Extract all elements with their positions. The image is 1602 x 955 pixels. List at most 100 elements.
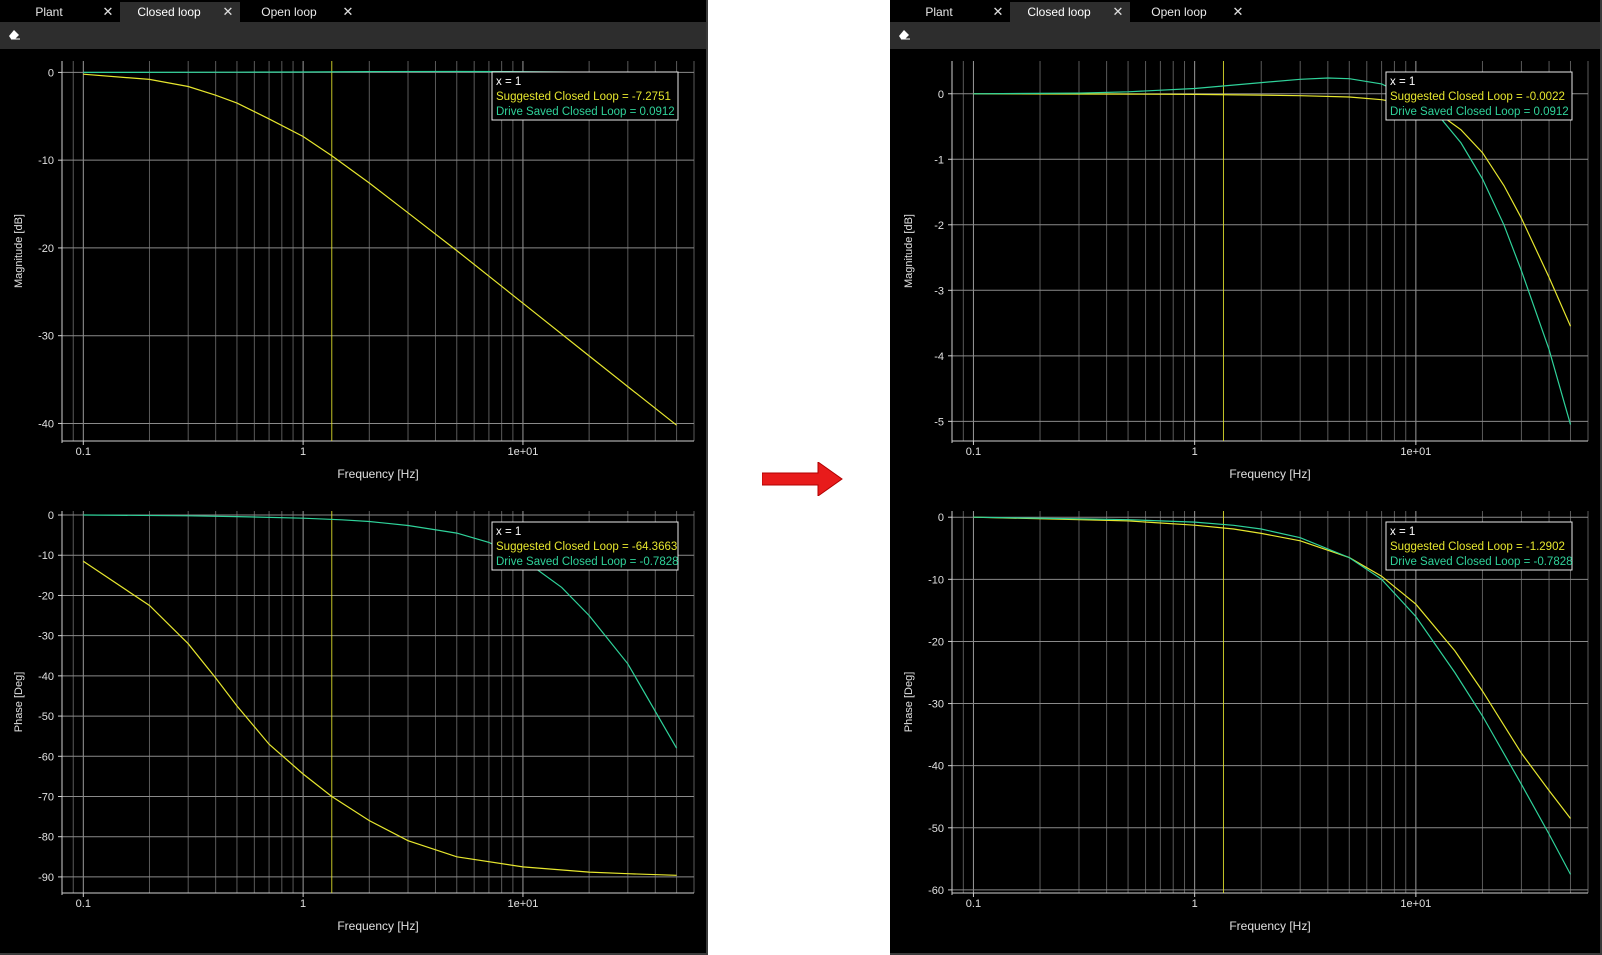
x-tick-label: 1e+01 (1400, 446, 1431, 458)
y-tick-label: 0 (938, 512, 944, 524)
tooltip-box (491, 521, 679, 571)
x-tick-label: 1 (1192, 446, 1198, 458)
tooltip-line: x = 1 (496, 526, 521, 538)
toolbar (0, 22, 706, 49)
series-line-drive (973, 77, 1572, 425)
y-tick-label: -4 (934, 351, 944, 363)
y-tick-label: -20 (38, 590, 54, 602)
x-tick-label: 1 (300, 446, 306, 458)
right-arrow-icon (762, 462, 843, 496)
tab-label: Open loop (1151, 5, 1207, 19)
y-tick-label: -60 (38, 751, 54, 763)
tab-label: Plant (925, 5, 953, 19)
y-tick-label: -40 (38, 671, 54, 683)
y-tick-label: -10 (928, 574, 944, 586)
close-icon[interactable]: ✕ (102, 4, 114, 19)
x-axis-label: Frequency [Hz] (1229, 467, 1310, 481)
magnitude-plot[interactable]: 0 -1 -2 -3 -4 -5 0.1 1 1e+01 Frequency [Hz] Magnit… (890, 49, 1600, 499)
eraser-icon[interactable] (896, 28, 912, 42)
close-icon[interactable]: ✕ (992, 4, 1004, 19)
y-tick-label: -5 (934, 416, 944, 428)
tab-closed-loop[interactable]: Closed loop ✕ (1010, 2, 1130, 22)
tooltip-line: Drive Saved Closed Loop = 0.0912 (1390, 106, 1569, 118)
tab-bar: Plant ✕ Closed loop ✕ Open loop ✕ (0, 0, 706, 22)
eraser-icon[interactable] (6, 28, 22, 42)
y-tick-label: -50 (38, 711, 54, 723)
y-axis-label: Phase [Deg] (903, 672, 915, 733)
tooltip-box (1385, 521, 1573, 571)
y-tick-label: -10 (38, 155, 54, 167)
y-tick-label: 0 (48, 510, 54, 522)
series-line-drive (83, 514, 678, 749)
tooltip-line: Suggested Closed Loop = -1.2902 (1390, 541, 1565, 553)
tab-bar: Plant ✕ Closed loop ✕ Open loop ✕ (890, 0, 1600, 22)
tooltip-line: Suggested Closed Loop = -0.0022 (1390, 91, 1565, 103)
y-tick-label: -50 (928, 823, 944, 835)
tab-open-loop[interactable]: Open loop ✕ (1130, 2, 1250, 22)
series-line-suggested (82, 560, 677, 876)
y-tick-label: -70 (38, 791, 54, 803)
y-tick-label: -80 (38, 832, 54, 844)
tab-closed-loop[interactable]: Closed loop ✕ (120, 2, 240, 22)
x-axis-label: Frequency [Hz] (1229, 919, 1310, 933)
magnitude-plot[interactable]: 0 -10 -20 -30 -40 0.1 1 1e+01 Frequency [Hz] Magn… (0, 49, 706, 499)
left-plot-window: Plant ✕ Closed loop ✕ Open loop ✕ 0 -10 -2… (0, 0, 708, 955)
x-tick-label: 1e+01 (507, 446, 538, 458)
x-tick-label: 1e+01 (507, 898, 538, 910)
y-axis-label: Phase [Deg] (13, 672, 25, 733)
series-line-suggested (973, 93, 1572, 327)
tooltip-box (491, 71, 679, 121)
x-tick-label: 1e+01 (1400, 898, 1431, 910)
x-axis-label: Frequency [Hz] (337, 919, 418, 933)
y-tick-label: -40 (38, 418, 54, 430)
series-line-drive (973, 516, 1572, 875)
tab-open-loop[interactable]: Open loop ✕ (240, 2, 360, 22)
tooltip-line: Suggested Closed Loop = -64.3663 (496, 541, 677, 553)
y-tick-label: -40 (928, 761, 944, 773)
x-tick-label: 0.1 (966, 446, 981, 458)
tab-plant[interactable]: Plant ✕ (890, 2, 1010, 22)
series-line-suggested (83, 73, 677, 426)
x-tick-label: 0.1 (76, 898, 91, 910)
y-tick-label: -30 (928, 699, 944, 711)
y-tick-label: -30 (38, 631, 54, 643)
tooltip-line: Suggested Closed Loop = -7.2751 (496, 91, 671, 103)
y-tick-label: -30 (38, 331, 54, 343)
close-icon[interactable]: ✕ (342, 4, 354, 19)
tooltip-line: x = 1 (496, 76, 521, 88)
y-tick-label: -10 (38, 550, 54, 562)
tab-label: Open loop (261, 5, 317, 19)
y-tick-label: 0 (48, 67, 54, 79)
tooltip-line: Drive Saved Closed Loop = 0.0912 (496, 106, 675, 118)
tab-label: Closed loop (1027, 5, 1091, 19)
y-axis-label: Magnitude [dB] (13, 214, 25, 288)
y-tick-label: -90 (38, 872, 54, 884)
y-tick-label: 0 (938, 89, 944, 101)
x-tick-label: 0.1 (76, 446, 91, 458)
x-tick-label: 0.1 (966, 898, 981, 910)
y-tick-label: -60 (928, 885, 944, 897)
y-tick-label: -3 (934, 285, 944, 297)
phase-plot[interactable]: 0 -10 -20 -30 -40 -50 -60 -70 -80 -90 0.1 1 1e+01 Fre… (0, 499, 706, 951)
y-tick-label: -1 (934, 154, 944, 166)
x-axis-label: Frequency [Hz] (337, 467, 418, 481)
x-tick-label: 1 (300, 898, 306, 910)
tooltip-line: x = 1 (1390, 526, 1415, 538)
right-plot-window: Plant ✕ Closed loop ✕ Open loop ✕ 0 -1 -2 -… (890, 0, 1602, 955)
close-icon[interactable]: ✕ (222, 4, 234, 19)
toolbar (890, 22, 1600, 49)
tooltip-line: Drive Saved Closed Loop = -0.7828 (1390, 556, 1573, 568)
y-tick-label: -2 (934, 220, 944, 232)
tooltip-line: x = 1 (1390, 76, 1415, 88)
x-tick-label: 1 (1192, 898, 1198, 910)
tab-plant[interactable]: Plant ✕ (0, 2, 120, 22)
phase-plot[interactable]: 0 -10 -20 -30 -40 -50 -60 0.1 1 1e+01 Frequency [H… (890, 499, 1600, 951)
tooltip-box (1385, 71, 1573, 121)
tab-label: Plant (35, 5, 63, 19)
tooltip-line: Drive Saved Closed Loop = -0.7828 (496, 556, 679, 568)
y-tick-label: -20 (38, 243, 54, 255)
y-axis-label: Magnitude [dB] (903, 214, 915, 288)
close-icon[interactable]: ✕ (1232, 4, 1244, 19)
close-icon[interactable]: ✕ (1112, 4, 1124, 19)
tab-label: Closed loop (137, 5, 201, 19)
